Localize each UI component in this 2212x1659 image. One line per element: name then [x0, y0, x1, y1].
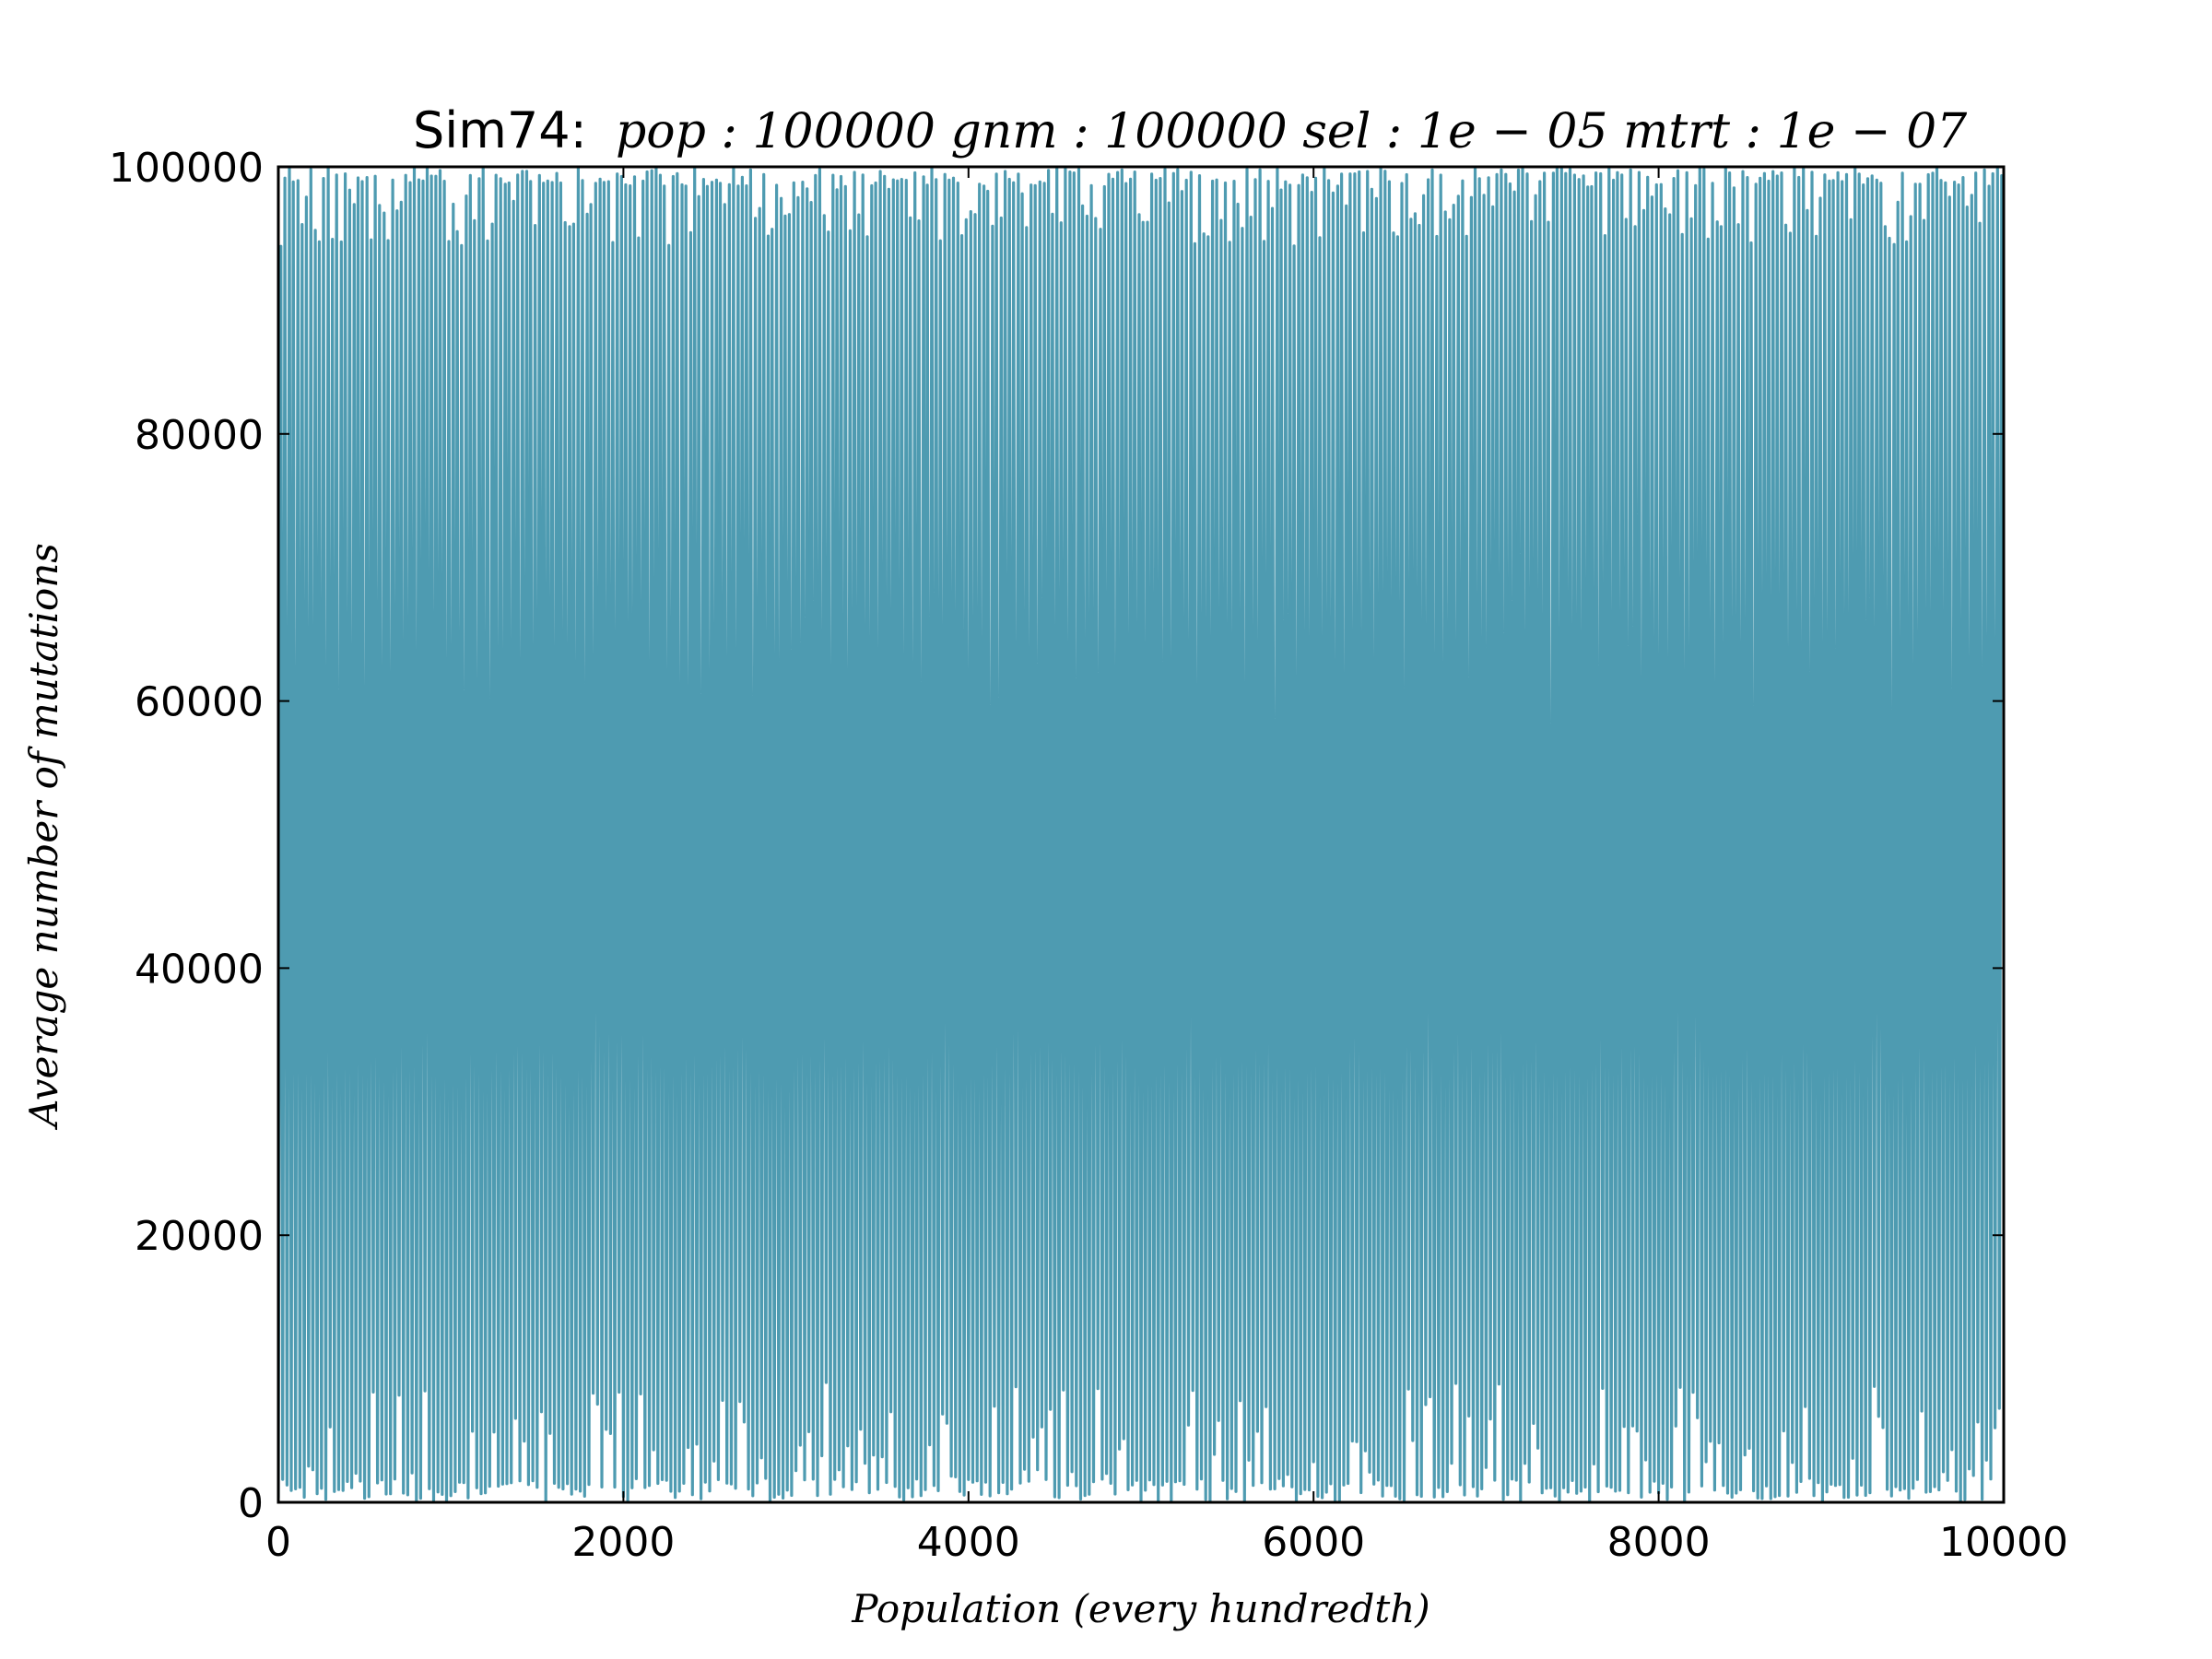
series-layer	[278, 167, 2004, 1502]
chart-title-prefix: Sim74:	[413, 101, 587, 159]
y-tick-label-0: 0	[238, 1480, 264, 1527]
x-tick-label-2: 4000	[917, 1519, 1020, 1566]
x-axis-label: Population (every hundredth)	[851, 1586, 1430, 1631]
y-tick-label-4: 80000	[135, 412, 264, 459]
y-tick-label-5: 100000	[109, 145, 264, 192]
y-axis-label: Average number of mutations	[21, 543, 66, 1131]
x-tick-label-3: 6000	[1262, 1519, 1365, 1566]
y-tick-label-2: 40000	[135, 946, 264, 993]
x-tick-label-4: 8000	[1607, 1519, 1711, 1566]
x-tick-label-1: 2000	[571, 1519, 675, 1566]
plot-frame	[276, 165, 2006, 1504]
y-tick-label-1: 20000	[135, 1213, 264, 1260]
series-line	[278, 167, 2004, 1502]
tick-layer: 0 2000 4000 6000 8000 10000020000400006000080…	[109, 145, 2068, 1566]
y-tick-label-3: 60000	[135, 679, 264, 726]
x-tick-label-5: 10000	[1939, 1519, 2068, 1566]
x-tick-label-0: 0	[265, 1519, 291, 1566]
chart-title-params: pop : 100000 gnm : 100000 sel : 1e − 05 …	[616, 104, 1968, 159]
